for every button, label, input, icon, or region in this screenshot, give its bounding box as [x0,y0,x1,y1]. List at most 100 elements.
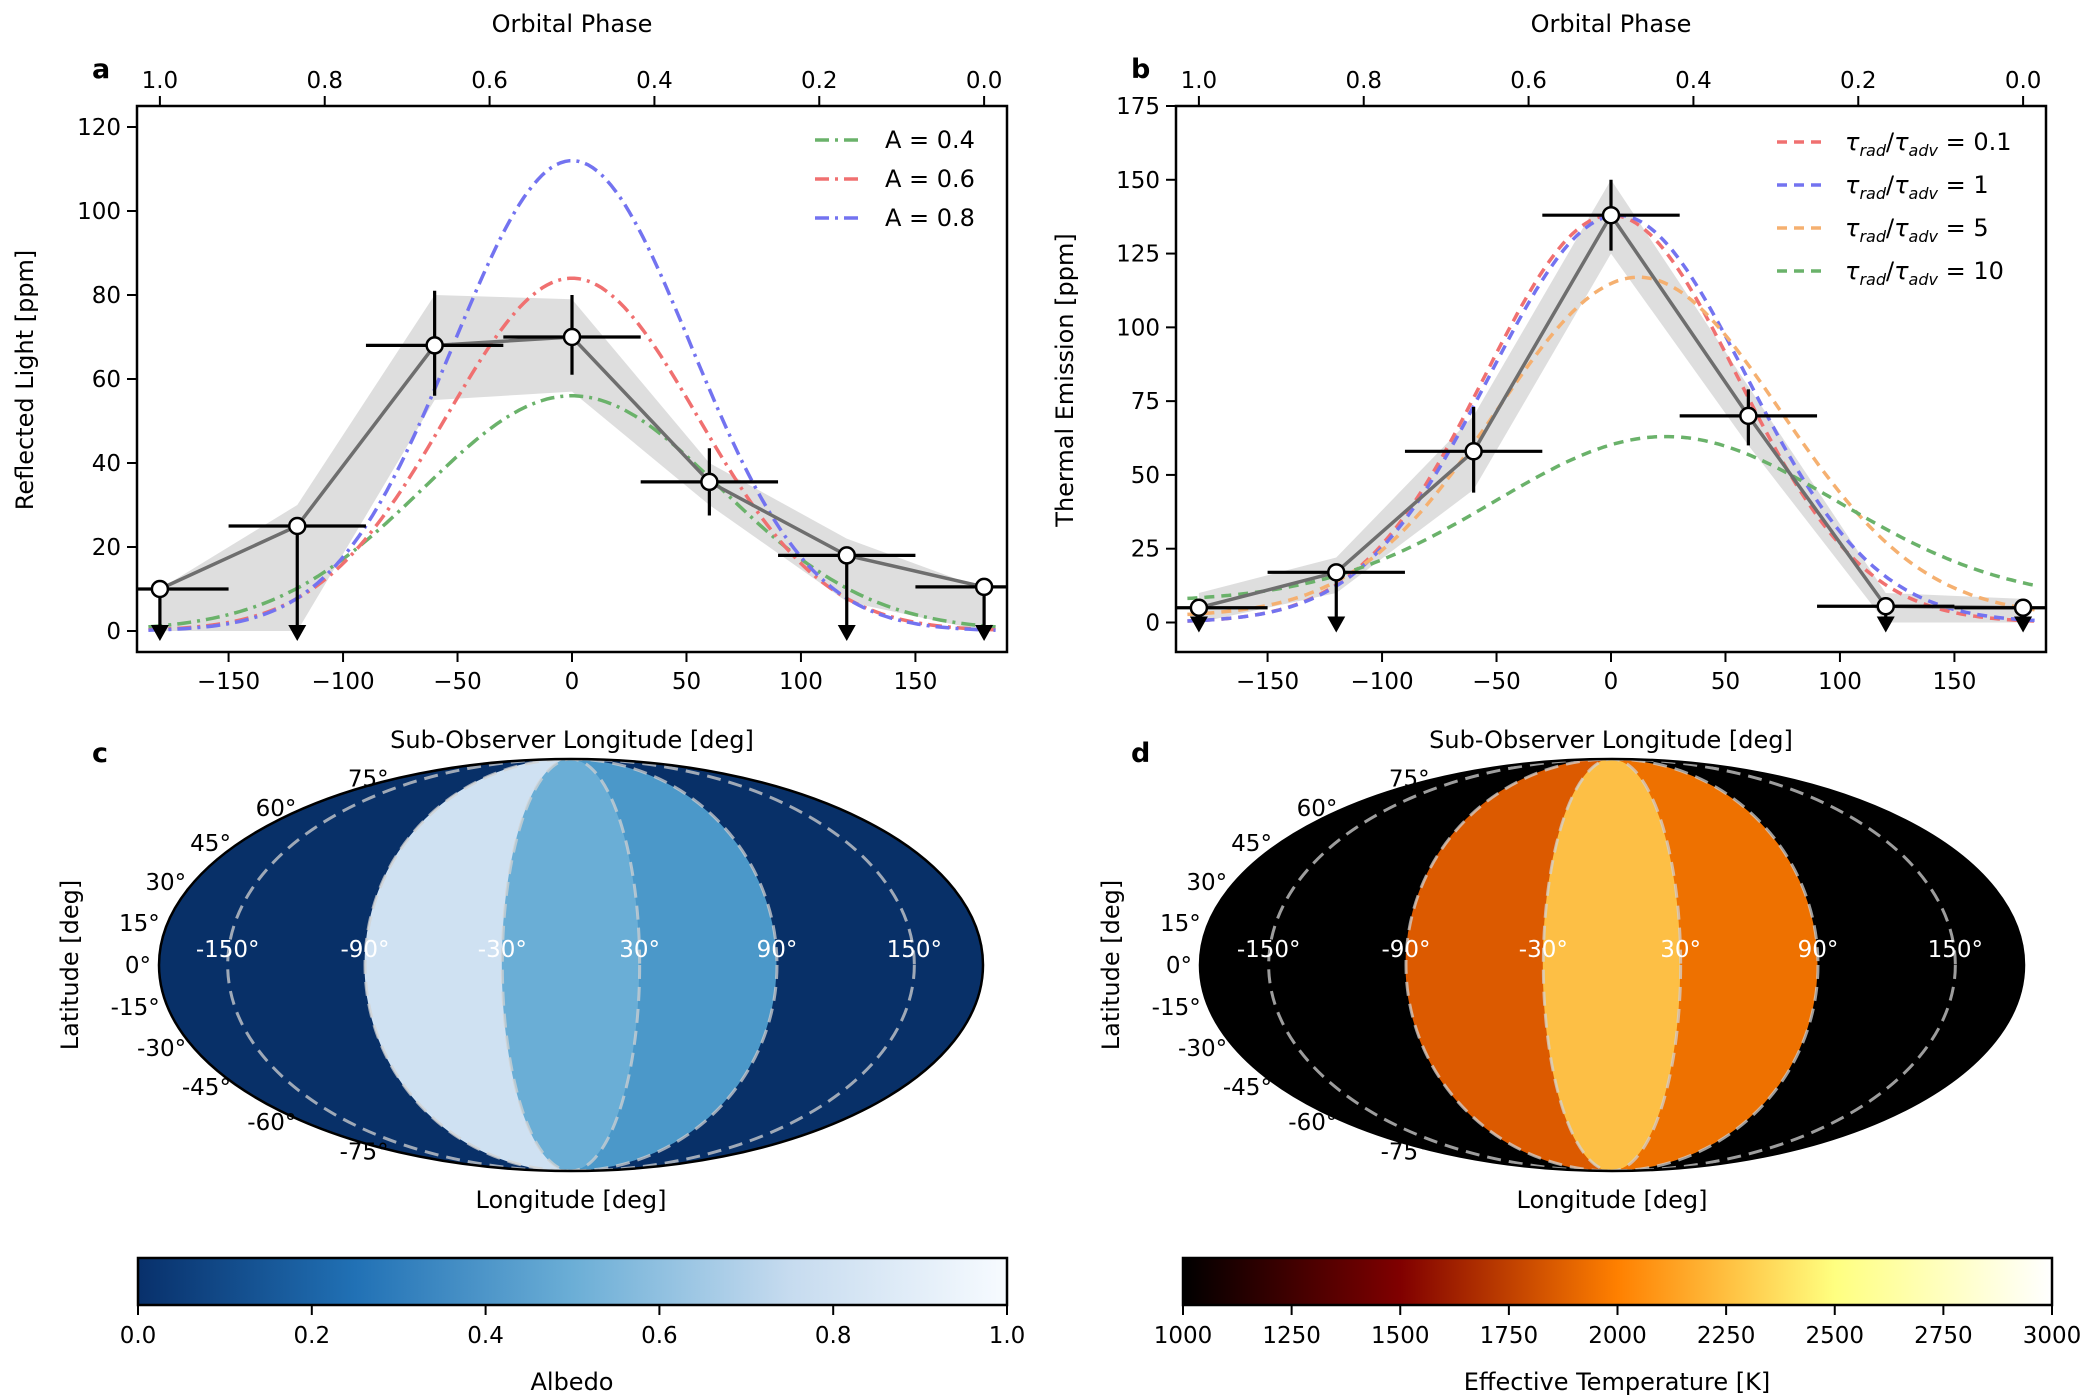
model-curve-A-0-8 [148,158,996,632]
panel-a: a Orbital Phase 1.0 0.8 0.6 0.4 0.2 0.0 −150−… [11,10,1009,754]
x-tick-label: −100 [1350,669,1413,695]
top-tick-label: 0.0 [966,68,1003,94]
data-point [1189,598,1209,617]
panel-a-xlabel: Sub-Observer Longitude [deg] [390,726,754,754]
data-point [1327,563,1346,582]
colorbar-tick-label: 1250 [1262,1323,1321,1349]
legend-entry: τrad/τadv = 10 [1845,257,2004,289]
data-point [1876,597,1895,616]
longitude-label: 150° [1928,937,1983,963]
upper-limit-arrow [837,625,856,641]
legend-tspan: τ [1894,128,1909,156]
latitude-label: 30° [1186,870,1227,896]
legend-entry: A = 0.4 [885,126,975,154]
panel-a-y-axis: 0 20 40 60 80 100 120 [77,115,137,645]
panel-a-observations [137,290,1007,641]
legend-tspan: adv [1909,141,1939,160]
top-tick-label: 0.4 [1675,68,1712,94]
panel-c-longitude-labels: -150° -90° -30° 30° 90° 150° [196,937,942,963]
top-tick-label: 1.0 [1181,68,1218,94]
top-tick-label: 0.8 [306,68,343,94]
panel-b-top-xlabel: Orbital Phase [1531,10,1692,38]
colorbar-tick-label: 0.4 [467,1323,504,1349]
data-point [837,546,856,565]
panel-d-xlabel: Longitude [deg] [1517,1186,1708,1214]
top-tick-label: 0.8 [1345,68,1382,94]
panel-a-model-curves [148,158,996,632]
model-curve-5 [1187,275,2035,617]
panel-a-top-axis: 1.0 0.8 0.6 0.4 0.2 0.0 [142,68,1003,106]
y-tick-label: 100 [77,199,121,225]
data-point [1464,442,1483,461]
legend-tspan: = 10 [1938,257,2004,285]
meridian-line [1612,759,1957,1171]
legend-entry: τrad/τadv = 1 [1845,171,1989,203]
x-tick-label: 150 [893,669,937,695]
latitude-label: -45° [1223,1075,1272,1101]
panel-b-model-curves [1187,213,2035,623]
x-tick-label: −50 [1472,669,1521,695]
data-point [2013,598,2033,617]
upper-limit-arrow [975,625,994,641]
albedo-colorbar-label: Albedo [530,1368,613,1396]
longitude-label: -30° [478,937,527,963]
upper-limit-arrow [150,625,169,641]
latitude-label: 60° [256,796,297,822]
x-tick-label: −100 [311,669,374,695]
temperature-colorbar-ticks: 1000 1250 1500 1750 2000 2250 2500 2750 3000 [1154,1305,2081,1349]
meridian-line [1404,759,1612,1171]
meridian-line [1612,759,1820,1171]
latitude-label: 0° [125,953,151,979]
data-point [288,516,307,536]
y-tick-label: 25 [1131,537,1160,563]
latitude-label: 0° [1166,953,1192,979]
latitude-label: -30° [1178,1036,1227,1062]
panel-a-x-axis: −150 −100 −50 0 50 100 150 [197,652,937,695]
panel-a-uncertainty-band [159,295,985,631]
top-tick-label: 0.6 [471,68,508,94]
top-tick-label: 0.6 [1510,68,1547,94]
legend-entry: A = 0.6 [885,165,975,193]
latitude-label: -45° [182,1075,231,1101]
model-curve-0-1 [1187,213,2035,623]
latitude-label: 30° [145,870,186,896]
colorbar-tick-label: 1000 [1154,1323,1213,1349]
legend-tspan: rad [1859,141,1886,160]
upper-limit-arrow [1876,616,1895,633]
legend-tspan: / [1886,128,1895,156]
y-tick-label: 0 [1145,610,1160,636]
colorbar-tick-label: 2250 [1697,1323,1756,1349]
y-tick-label: 150 [1116,168,1160,194]
data-point [974,577,994,597]
upper-limit-arrow [1327,616,1346,633]
legend-tspan: / [1886,171,1895,199]
y-tick-label: 100 [1116,315,1160,341]
panel-b: b Orbital Phase 1.0 0.8 0.6 0.4 0.2 0.0 −150−… [1051,10,2048,754]
x-tick-label: 50 [672,669,701,695]
panel-a-legend: A = 0.4 A = 0.6 A = 0.8 [815,126,975,232]
legend-tspan: τ [1845,171,1860,199]
longitude-label: -30° [1519,937,1568,963]
panel-b-y-axis: 0 25 50 75 100 125 150 175 [1116,94,1176,636]
colorbar-tick-label: 0.2 [294,1323,331,1349]
upper-limit-arrow [288,625,307,641]
panel-d-letter: d [1131,738,1150,769]
legend-tspan: rad [1859,184,1886,203]
x-tick-label: 100 [779,669,823,695]
colorbar-tick-label: 2000 [1588,1323,1647,1349]
latitude-label: -60° [1288,1110,1337,1136]
y-tick-label: 0 [106,619,121,645]
legend-entry: τrad/τadv = 5 [1845,214,1989,246]
panel-d-map-outline [1198,757,2026,1173]
y-tick-label: 40 [92,451,121,477]
legend-tspan: rad [1859,227,1886,246]
uncertainty-band [159,295,985,631]
y-tick-label: 20 [92,535,121,561]
panel-c-latitude-labels: 75° 60° 45°30° 15° 0° -15° -30° -45° -60° -75° [111,766,389,1165]
panel-a-top-xlabel: Orbital Phase [492,10,653,38]
legend-tspan: / [1886,257,1895,285]
panel-d-ylabel: Latitude [deg] [1097,880,1125,1050]
top-tick-label: 0.0 [2005,68,2042,94]
